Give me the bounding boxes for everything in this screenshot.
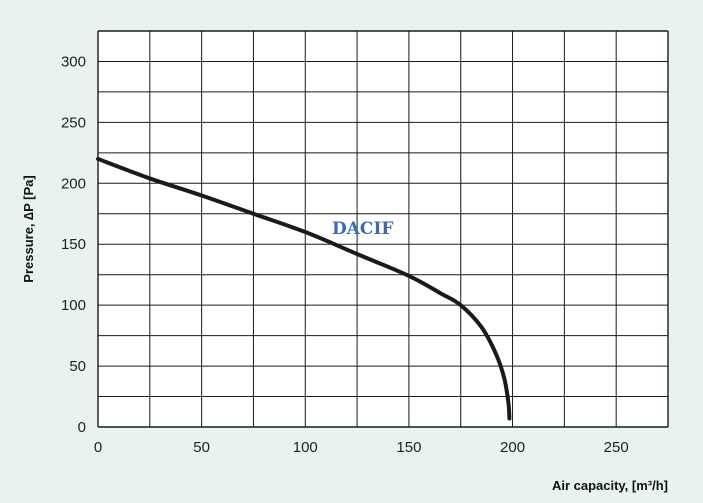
tick-labels: 0 50 100 150 200 250 0 50 100 150 200 250 300 (61, 53, 629, 456)
series-line-dacif (96, 156, 512, 421)
x-tick-label: 0 (94, 439, 102, 456)
series-label-dacif: DACIF (332, 219, 393, 239)
x-tick-label: 150 (396, 439, 421, 456)
y-tick-label: 150 (61, 236, 86, 253)
plot-area (98, 31, 668, 427)
y-tick-label: 300 (61, 53, 86, 70)
y-tick-label: 50 (69, 358, 86, 375)
y-tick-label: 200 (61, 175, 86, 192)
y-tick-label: 0 (78, 419, 86, 436)
x-tick-label: 100 (293, 439, 318, 456)
x-tick-label: 250 (604, 439, 629, 456)
y-tick-label: 250 (61, 114, 86, 131)
grid (97, 30, 669, 428)
x-tick-label: 200 (500, 439, 525, 456)
x-tick-label: 50 (193, 439, 210, 456)
y-axis-label: Pressure, ∆P [Pa] (21, 175, 36, 282)
x-axis-label: Air capacity, [m³/h] (552, 478, 668, 493)
y-tick-label: 100 (61, 297, 86, 314)
